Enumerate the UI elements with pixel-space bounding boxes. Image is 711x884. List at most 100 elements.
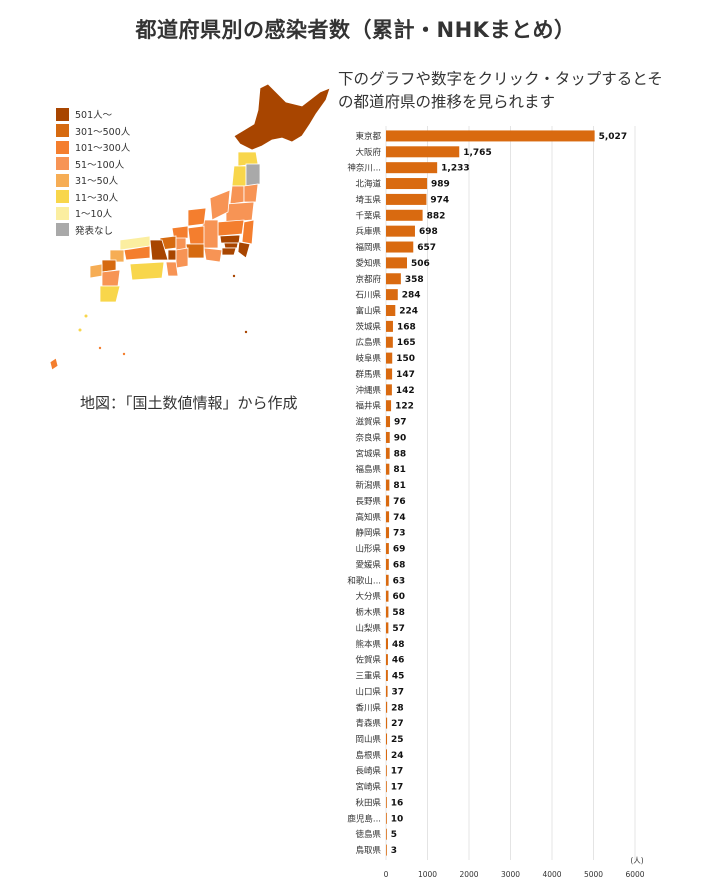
map-region-yamaguchi[interactable] xyxy=(109,249,125,263)
category-label[interactable]: 東京都 xyxy=(355,131,381,142)
value-label[interactable]: 506 xyxy=(411,259,430,269)
value-label[interactable]: 224 xyxy=(399,307,418,317)
bar[interactable] xyxy=(386,352,393,364)
value-label[interactable]: 3 xyxy=(391,846,397,856)
bar[interactable] xyxy=(386,479,390,491)
value-label[interactable]: 165 xyxy=(397,338,416,348)
category-label[interactable]: 埼玉県 xyxy=(355,194,381,205)
bar[interactable] xyxy=(386,765,387,777)
category-label[interactable]: 愛知県 xyxy=(355,258,381,269)
bar[interactable] xyxy=(386,511,390,523)
map-region-okinawa[interactable] xyxy=(49,357,59,371)
value-label[interactable]: 122 xyxy=(395,402,414,412)
value-label[interactable]: 5,027 xyxy=(599,132,627,142)
value-label[interactable]: 46 xyxy=(392,656,405,666)
category-label[interactable]: 北海道 xyxy=(355,179,381,190)
value-label[interactable]: 168 xyxy=(397,322,416,332)
bar[interactable] xyxy=(386,241,414,253)
bar[interactable] xyxy=(386,257,407,269)
category-label[interactable]: 和歌山... xyxy=(347,575,381,586)
value-label[interactable]: 81 xyxy=(393,481,406,491)
bar[interactable] xyxy=(386,844,387,856)
value-label[interactable]: 73 xyxy=(393,529,406,539)
category-label[interactable]: 熊本県 xyxy=(355,639,381,650)
value-label[interactable]: 17 xyxy=(391,783,404,793)
value-label[interactable]: 284 xyxy=(402,291,421,301)
bar[interactable] xyxy=(386,193,427,205)
bar[interactable] xyxy=(386,273,401,285)
category-label[interactable]: 京都府 xyxy=(355,274,381,285)
bar[interactable] xyxy=(386,654,388,666)
bar-chart[interactable]: 0 1000 2000 3000 4000 5000 6000 (人) 東京都 5,027 大阪府 1… xyxy=(330,124,660,880)
value-label[interactable]: 37 xyxy=(392,687,405,697)
value-label[interactable]: 16 xyxy=(391,798,404,808)
category-label[interactable]: 福岡県 xyxy=(355,242,381,253)
bar[interactable] xyxy=(386,670,388,682)
bar[interactable] xyxy=(386,622,389,634)
category-label[interactable]: 滋賀県 xyxy=(355,417,381,428)
map-region-aichi[interactable] xyxy=(185,243,205,259)
map-region-tochigi-gunma[interactable] xyxy=(217,219,245,237)
map-region-hyogo[interactable] xyxy=(149,239,169,261)
bar[interactable] xyxy=(386,209,423,221)
bar[interactable] xyxy=(386,574,389,586)
map-region-niigata[interactable] xyxy=(209,189,231,221)
value-label[interactable]: 25 xyxy=(391,735,404,745)
map-region-nara-mie[interactable] xyxy=(175,247,189,269)
value-label[interactable]: 882 xyxy=(427,211,446,221)
map-region-kanagawa[interactable] xyxy=(221,247,237,256)
bar[interactable] xyxy=(386,558,389,570)
bar[interactable] xyxy=(386,225,415,237)
value-label[interactable]: 58 xyxy=(392,608,405,618)
category-label[interactable]: 静岡県 xyxy=(355,528,381,539)
category-label[interactable]: 栃木県 xyxy=(355,607,381,618)
bar[interactable] xyxy=(386,733,388,745)
map-region-miyagi[interactable] xyxy=(243,183,259,203)
value-label[interactable]: 142 xyxy=(396,386,415,396)
map-region-okayama-hiroshima[interactable] xyxy=(123,245,151,261)
map-region-akita[interactable] xyxy=(231,165,247,187)
value-label[interactable]: 76 xyxy=(393,497,406,507)
value-label[interactable]: 657 xyxy=(417,243,436,253)
map-region-fukuoka[interactable] xyxy=(101,259,117,273)
bar[interactable] xyxy=(386,685,388,697)
bar[interactable] xyxy=(386,717,388,729)
bar[interactable] xyxy=(386,701,388,713)
category-label[interactable]: 鹿児島... xyxy=(347,813,381,824)
map-region-wakayama[interactable] xyxy=(165,261,179,277)
bar[interactable] xyxy=(386,431,390,443)
map-region-ibaraki[interactable] xyxy=(241,219,255,245)
category-label[interactable]: 岡山県 xyxy=(355,734,381,745)
category-label[interactable]: 徳島県 xyxy=(355,829,381,840)
category-label[interactable]: 三重県 xyxy=(355,671,381,682)
value-label[interactable]: 48 xyxy=(392,640,405,650)
category-label[interactable]: 山形県 xyxy=(355,544,381,555)
map-region-hokkaido[interactable] xyxy=(233,83,331,151)
map-region-tokyo[interactable] xyxy=(223,242,239,249)
bar[interactable] xyxy=(386,638,388,650)
category-label[interactable]: 石川県 xyxy=(355,291,381,301)
category-label[interactable]: 山口県 xyxy=(355,686,381,697)
category-label[interactable]: 秋田県 xyxy=(355,797,381,808)
value-label[interactable]: 60 xyxy=(392,592,405,602)
map-region-shikoku[interactable] xyxy=(129,261,165,281)
category-label[interactable]: 大分県 xyxy=(355,591,381,602)
map-region-fukushima[interactable] xyxy=(225,201,255,223)
category-label[interactable]: 新潟県 xyxy=(355,480,381,491)
bar[interactable] xyxy=(386,463,390,475)
category-label[interactable]: 岐阜県 xyxy=(355,353,381,364)
map-region-yamagata[interactable] xyxy=(229,185,245,205)
category-label[interactable]: 福井県 xyxy=(355,401,381,412)
value-label[interactable]: 24 xyxy=(391,751,404,761)
value-label[interactable]: 5 xyxy=(391,830,397,840)
category-label[interactable]: 宮崎県 xyxy=(355,782,381,793)
value-label[interactable]: 17 xyxy=(391,767,404,777)
bar[interactable] xyxy=(386,781,387,793)
value-label[interactable]: 147 xyxy=(396,370,415,380)
japan-map[interactable] xyxy=(40,80,340,380)
bar[interactable] xyxy=(386,368,393,380)
value-label[interactable]: 1,233 xyxy=(441,164,469,174)
value-label[interactable]: 74 xyxy=(393,513,406,523)
bar[interactable] xyxy=(386,543,389,555)
bar[interactable] xyxy=(386,416,391,428)
